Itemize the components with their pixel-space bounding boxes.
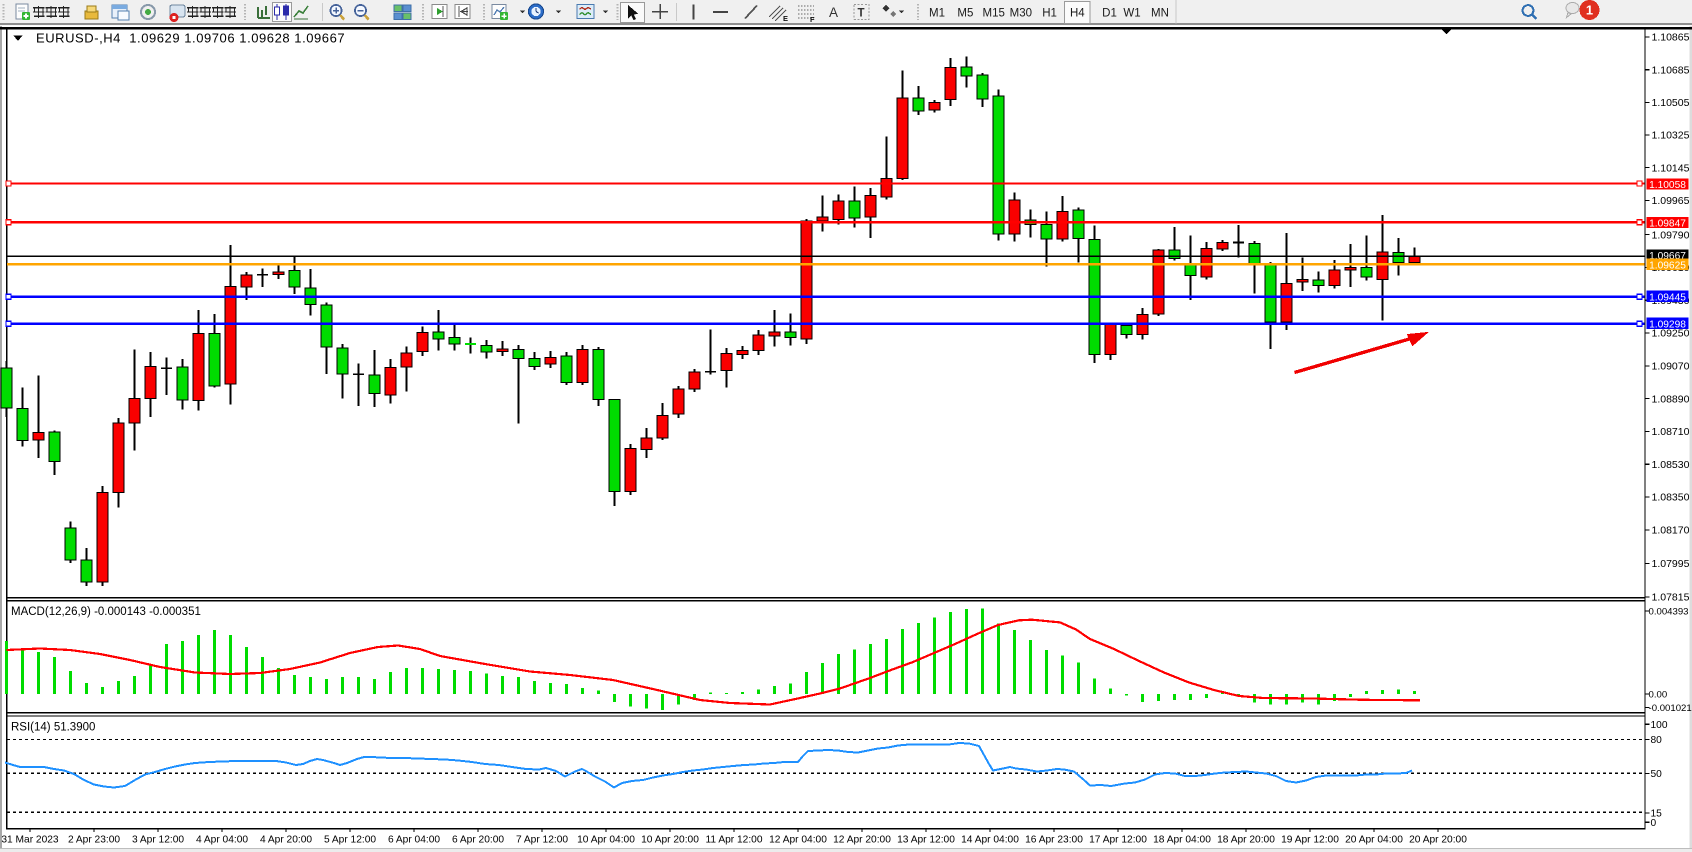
svg-text:15: 15 (1651, 809, 1663, 820)
svg-text:12 Apr 04:00: 12 Apr 04:00 (769, 835, 827, 846)
svg-text:W1: W1 (1123, 8, 1140, 20)
svg-text:M30: M30 (1010, 8, 1032, 20)
svg-text:MN: MN (1151, 8, 1169, 20)
svg-text:7 Apr 12:00: 7 Apr 12:00 (516, 835, 568, 846)
svg-text:13 Apr 12:00: 13 Apr 12:00 (897, 835, 955, 846)
svg-text:1.09298: 1.09298 (1649, 319, 1686, 330)
svg-text:F: F (810, 15, 815, 24)
svg-text:M1: M1 (929, 8, 945, 20)
svg-text:0.00: 0.00 (1649, 690, 1668, 701)
svg-text:1.08710: 1.08710 (1652, 426, 1690, 438)
svg-text:0: 0 (1651, 818, 1657, 829)
svg-text:M15: M15 (983, 8, 1005, 20)
svg-text:31 Mar 2023: 31 Mar 2023 (1, 835, 59, 846)
svg-text:1.09625: 1.09625 (1649, 261, 1686, 272)
svg-text:4 Apr 20:00: 4 Apr 20:00 (260, 835, 312, 846)
svg-text:1.10145: 1.10145 (1652, 162, 1690, 174)
svg-text:1.09790: 1.09790 (1652, 229, 1690, 241)
svg-text:1.10505: 1.10505 (1652, 97, 1690, 109)
svg-text:6 Apr 20:00: 6 Apr 20:00 (452, 835, 504, 846)
svg-text:-0.001021: -0.001021 (1649, 703, 1692, 714)
svg-text:1.08530: 1.08530 (1652, 459, 1690, 471)
svg-text:M5: M5 (957, 8, 973, 20)
svg-text:MACD(12,26,9) -0.000143 -0.000: MACD(12,26,9) -0.000143 -0.000351 (11, 606, 201, 618)
svg-text:20 Apr 04:00: 20 Apr 04:00 (1345, 835, 1403, 846)
svg-text:5 Apr 12:00: 5 Apr 12:00 (324, 835, 376, 846)
svg-text:1.10865: 1.10865 (1652, 32, 1690, 44)
svg-text:1: 1 (1586, 3, 1593, 18)
svg-text:11 Apr 12:00: 11 Apr 12:00 (705, 835, 762, 846)
svg-text:80: 80 (1651, 735, 1663, 746)
svg-text:1.07815: 1.07815 (1652, 592, 1690, 604)
svg-text:1.09847: 1.09847 (1649, 219, 1686, 230)
svg-text:D1: D1 (1102, 8, 1117, 20)
svg-text:1.09667: 1.09667 (1649, 251, 1686, 262)
svg-text:18 Apr 20:00: 18 Apr 20:00 (1217, 835, 1275, 846)
svg-text:EURUSD-,H4 1.09629 1.09706 1.: EURUSD-,H4 1.09629 1.09706 1.09628 1.096… (36, 31, 345, 46)
svg-text:1.08350: 1.08350 (1652, 492, 1690, 504)
svg-text:A: A (829, 5, 838, 20)
svg-text:1.10685: 1.10685 (1652, 64, 1690, 76)
svg-text:1.09965: 1.09965 (1652, 195, 1690, 207)
svg-text:16 Apr 23:00: 16 Apr 23:00 (1025, 835, 1083, 846)
svg-text:H4: H4 (1070, 8, 1085, 20)
svg-text:100: 100 (1651, 720, 1668, 731)
svg-text:0.004393: 0.004393 (1649, 607, 1689, 618)
svg-text:1.10058: 1.10058 (1649, 180, 1686, 191)
svg-text:4 Apr 04:00: 4 Apr 04:00 (196, 835, 248, 846)
svg-text:18 Apr 04:00: 18 Apr 04:00 (1153, 835, 1211, 846)
svg-text:50: 50 (1651, 769, 1663, 780)
svg-text:T: T (858, 8, 865, 20)
svg-text:3 Apr 12:00: 3 Apr 12:00 (132, 835, 184, 846)
svg-text:1.09250: 1.09250 (1652, 328, 1690, 340)
svg-text:10 Apr 20:00: 10 Apr 20:00 (641, 835, 699, 846)
svg-text:6 Apr 04:00: 6 Apr 04:00 (388, 835, 440, 846)
svg-text:1.08170: 1.08170 (1652, 525, 1690, 537)
svg-text:14 Apr 04:00: 14 Apr 04:00 (961, 835, 1019, 846)
svg-text:1.10325: 1.10325 (1652, 130, 1690, 142)
svg-text:1.07995: 1.07995 (1652, 558, 1690, 570)
svg-text:1.09445: 1.09445 (1649, 292, 1686, 303)
svg-text:12 Apr 20:00: 12 Apr 20:00 (833, 835, 891, 846)
svg-text:20 Apr 20:00: 20 Apr 20:00 (1409, 835, 1467, 846)
svg-text:1.09070: 1.09070 (1652, 361, 1690, 373)
svg-text:H1: H1 (1042, 8, 1057, 20)
svg-text:2 Apr 23:00: 2 Apr 23:00 (68, 835, 120, 846)
svg-text:1.08890: 1.08890 (1652, 393, 1690, 405)
svg-text:19 Apr 12:00: 19 Apr 12:00 (1281, 835, 1339, 846)
svg-text:10 Apr 04:00: 10 Apr 04:00 (577, 835, 635, 846)
svg-text:17 Apr 12:00: 17 Apr 12:00 (1089, 835, 1147, 846)
svg-text:RSI(14) 51.3900: RSI(14) 51.3900 (11, 722, 95, 734)
svg-text:E: E (783, 14, 788, 23)
